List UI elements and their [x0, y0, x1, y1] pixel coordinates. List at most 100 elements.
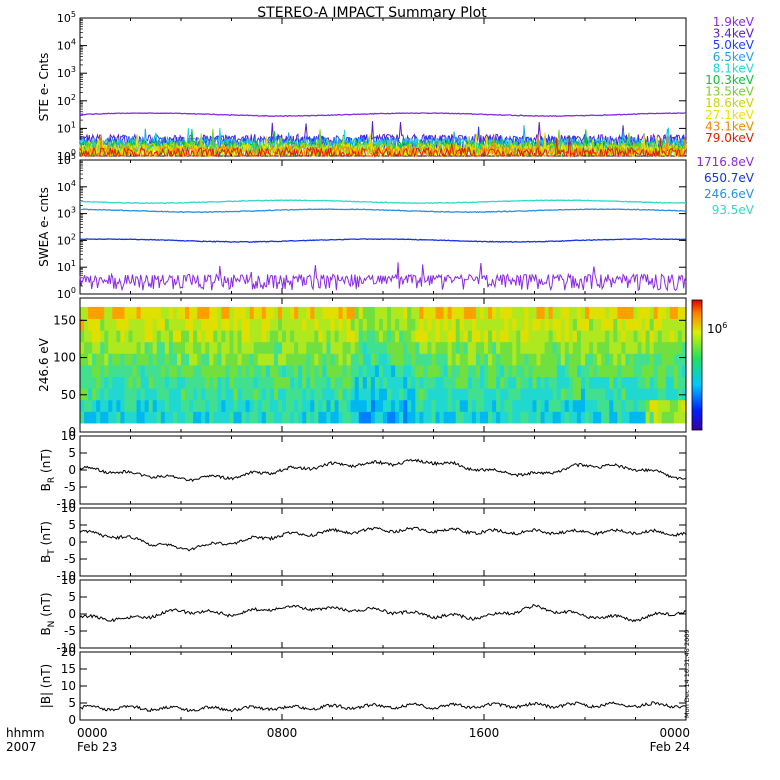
heatmap-cell: [176, 411, 182, 424]
heatmap-cell: [326, 376, 331, 389]
heatmap-cell: [290, 353, 295, 366]
heatmap-cell: [508, 388, 513, 401]
heatmap-cell: [552, 411, 558, 424]
heatmap-cell: [471, 341, 477, 354]
heatmap-cell: [205, 411, 210, 424]
heatmap-cell: [399, 399, 404, 412]
heatmap-cell: [378, 399, 384, 412]
heatmap-cell: [673, 376, 679, 389]
heatmap-cell: [144, 306, 150, 319]
heatmap-cell: [556, 376, 562, 389]
heatmap-cell: [399, 341, 404, 354]
heatmap-cell: [213, 341, 218, 354]
heatmap-cell: [568, 353, 574, 366]
heatmap-cell: [132, 399, 137, 412]
heatmap-cell: [112, 306, 117, 319]
heatmap-cell: [528, 388, 533, 401]
heatmap-cell: [221, 399, 226, 412]
heatmap-cell: [217, 388, 222, 401]
heatmap-cell: [419, 306, 424, 319]
heatmap-cell: [536, 318, 541, 331]
heatmap-cell: [661, 399, 667, 412]
heatmap-cell: [310, 388, 315, 401]
heatmap-cell: [512, 365, 517, 378]
pad-ytick-label: 100: [53, 351, 76, 365]
heatmap-cell: [447, 353, 453, 366]
heatmap-cell: [391, 330, 396, 343]
heatmap-cell: [625, 399, 630, 412]
heatmap-cell: [209, 318, 214, 331]
heatmap-cell: [314, 365, 319, 378]
heatmap-cell: [475, 376, 481, 389]
heatmap-cell: [225, 353, 230, 366]
heatmap-cell: [657, 318, 663, 331]
heatmap-cell: [185, 411, 190, 424]
heatmap-cell: [257, 411, 263, 424]
heatmap-cell: [306, 365, 311, 378]
heatmap-cell: [560, 399, 566, 412]
heatmap-cell: [168, 388, 174, 401]
heatmap-cell: [201, 365, 206, 378]
heatmap-cell: [585, 399, 590, 412]
heatmap-cell: [140, 399, 146, 412]
heatmap-cell: [148, 365, 154, 378]
heatmap-cell: [641, 388, 646, 401]
heatmap-cell: [520, 365, 525, 378]
heatmap-cell: [213, 411, 218, 424]
heatmap-cell: [290, 399, 295, 412]
heatmap-cell: [172, 365, 178, 378]
heatmap-cell: [488, 388, 493, 401]
heatmap-cell: [399, 330, 404, 343]
heatmap-cell: [144, 388, 150, 401]
heatmap-cell: [84, 411, 89, 424]
heatmap-cell: [419, 353, 424, 366]
heatmap-cell: [455, 353, 461, 366]
heatmap-cell: [209, 399, 214, 412]
heatmap-cell: [681, 318, 687, 331]
heatmap-cell: [496, 306, 501, 319]
heatmap-cell: [257, 365, 263, 378]
heatmap-cell: [471, 330, 477, 343]
heatmap-cell: [132, 353, 137, 366]
heatmap-cell: [544, 399, 550, 412]
heatmap-cell: [475, 388, 481, 401]
heatmap-cell: [116, 388, 121, 401]
swea-ytick-label: 102: [57, 232, 76, 247]
bn-trace: [79, 603, 687, 623]
heatmap-cell: [290, 388, 295, 401]
heatmap-cell: [233, 376, 238, 389]
heatmap-cell: [277, 330, 283, 343]
heatmap-cell: [560, 353, 566, 366]
heatmap-cell: [249, 399, 255, 412]
heatmap-cell: [330, 365, 335, 378]
ste-ylabel: STE e- Cnts: [37, 53, 51, 122]
heatmap-cell: [459, 388, 465, 401]
heatmap-cell: [544, 388, 550, 401]
heatmap-cell: [585, 411, 590, 424]
heatmap-cell: [181, 411, 186, 424]
heatmap-cell: [124, 330, 129, 343]
heatmap-cell: [387, 365, 392, 378]
x-tick-date: Feb 23: [77, 740, 117, 754]
heatmap-cell: [233, 318, 238, 331]
heatmap-cell: [269, 353, 275, 366]
heatmap-cell: [504, 318, 509, 331]
heatmap-cell: [560, 411, 566, 424]
heatmap-cell: [237, 330, 242, 343]
heatmap-cell: [181, 353, 186, 366]
heatmap-cell: [568, 318, 574, 331]
heatmap-cell: [100, 306, 105, 319]
heatmap-cell: [439, 376, 444, 389]
heatmap-cell: [391, 306, 396, 319]
heatmap-cell: [294, 376, 299, 389]
ste-ytick-label: 100: [57, 148, 76, 163]
heatmap-cell: [657, 306, 663, 319]
heatmap-cell: [225, 388, 230, 401]
heatmap-cell: [665, 376, 671, 389]
ste-legend-entry: 13.5keV: [705, 85, 755, 99]
heatmap-cell: [589, 353, 594, 366]
heatmap-cell: [524, 318, 529, 331]
heatmap-cell: [229, 318, 234, 331]
heatmap-cell: [378, 411, 384, 424]
heatmap-cell: [383, 330, 388, 343]
